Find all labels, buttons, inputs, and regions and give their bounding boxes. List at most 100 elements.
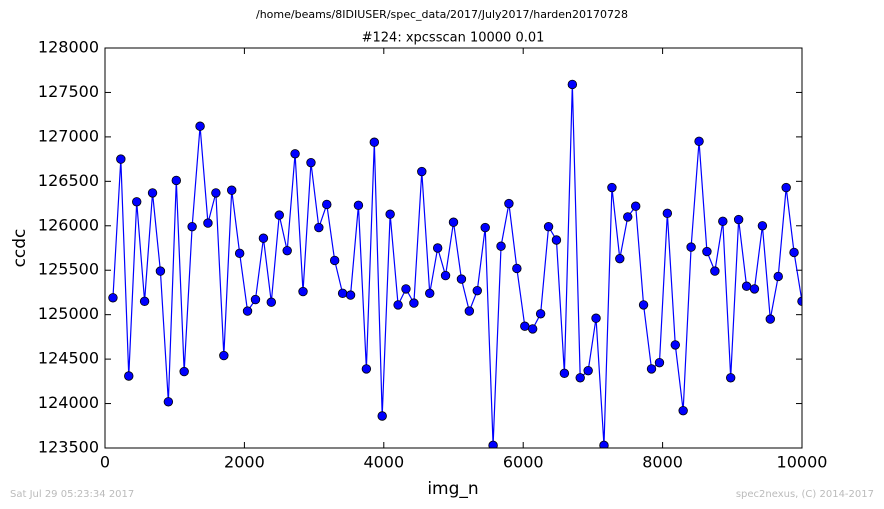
data-point <box>234 248 245 259</box>
data-point <box>211 188 221 198</box>
data-point <box>227 185 237 195</box>
data-point <box>393 300 403 310</box>
data-point <box>385 209 395 219</box>
data-point <box>409 298 419 308</box>
data-point <box>329 255 340 266</box>
data-point <box>757 221 768 231</box>
data-point <box>773 271 783 282</box>
data-point <box>195 121 205 131</box>
data-point <box>219 350 229 361</box>
data-point <box>504 198 514 209</box>
data-point <box>599 440 609 448</box>
data-point <box>480 222 490 233</box>
suptitle: /home/beams/8IDIUSER/spec_data/2017/July… <box>256 8 628 21</box>
data-point <box>417 166 427 177</box>
data-point <box>630 201 641 211</box>
data-point <box>615 253 625 264</box>
data-point <box>551 235 562 245</box>
data-point <box>171 175 182 186</box>
data-point <box>496 241 506 251</box>
data-point <box>298 286 308 297</box>
y-tick-label: 126000 <box>38 215 99 234</box>
y-tick-label: 127000 <box>38 126 99 145</box>
data-point <box>401 284 411 294</box>
data-point <box>369 137 380 147</box>
data-point <box>583 365 593 376</box>
x-tick-label: 8000 <box>642 453 683 472</box>
data-point <box>337 288 348 299</box>
data-point <box>440 270 451 281</box>
data-point <box>725 373 736 383</box>
data-point <box>678 405 688 416</box>
plot-area <box>108 79 815 448</box>
x-tick-label: 2000 <box>224 453 265 472</box>
data-point <box>108 293 118 303</box>
data-point <box>806 366 815 375</box>
plot-frame <box>104 47 803 449</box>
data-point <box>322 199 332 210</box>
data-point <box>749 284 760 294</box>
data-point <box>456 274 467 284</box>
data-point <box>258 233 269 243</box>
data-point <box>139 296 150 307</box>
data-point <box>527 324 538 334</box>
data-point <box>250 294 261 305</box>
data-point <box>718 216 728 227</box>
data-point <box>512 263 522 274</box>
data-point <box>702 246 712 257</box>
data-point <box>662 208 673 219</box>
data-point <box>282 245 292 256</box>
data-point <box>686 242 696 252</box>
data-point <box>559 368 570 379</box>
y-tick-label: 127500 <box>38 82 99 101</box>
data-point <box>448 217 459 227</box>
data-point <box>353 200 364 211</box>
data-point <box>543 221 554 232</box>
chart-title: #124: xpcsscan 10000 0.01 <box>362 31 545 46</box>
data-point <box>607 182 617 193</box>
data-point <box>361 364 372 374</box>
data-point <box>733 214 744 225</box>
data-point <box>623 212 633 222</box>
data-point <box>646 364 657 374</box>
y-tick-label: 124500 <box>38 349 99 368</box>
data-point <box>432 243 443 253</box>
data-point <box>187 221 197 232</box>
data-point <box>306 157 316 168</box>
y-tick-label: 123500 <box>38 438 99 457</box>
data-point <box>314 222 324 233</box>
data-point <box>147 188 158 198</box>
data-point <box>710 266 720 276</box>
data-point <box>242 306 253 316</box>
x-tick-label: 4000 <box>363 453 404 472</box>
data-point <box>124 371 134 381</box>
series-line <box>112 84 802 446</box>
data-point <box>472 285 482 296</box>
data-point <box>274 210 284 220</box>
data-point <box>741 281 752 291</box>
data-point <box>797 296 802 307</box>
data-point <box>345 290 356 300</box>
data-point <box>694 136 704 147</box>
data-point <box>535 309 546 319</box>
data-point <box>163 397 174 407</box>
data-point <box>488 440 498 448</box>
y-tick-label: 125500 <box>38 260 99 279</box>
data-point <box>520 321 530 331</box>
data-point <box>290 149 300 159</box>
data-point <box>638 300 649 310</box>
data-point <box>575 373 585 383</box>
data-point <box>789 247 799 258</box>
y-axis-label: ccdc <box>10 229 30 268</box>
data-point <box>591 313 601 323</box>
footer-date: Sat Jul 29 05:23:34 2017 <box>10 489 134 500</box>
footer-credit: spec2nexus, (C) 2014-2017 <box>736 489 874 500</box>
data-point <box>781 182 791 193</box>
data-point <box>464 306 475 316</box>
y-tick-label: 124000 <box>38 393 99 412</box>
data-point <box>425 288 435 299</box>
y-tick-label: 125000 <box>38 304 99 323</box>
data-point <box>567 79 578 90</box>
y-tick-label: 126500 <box>38 171 99 190</box>
